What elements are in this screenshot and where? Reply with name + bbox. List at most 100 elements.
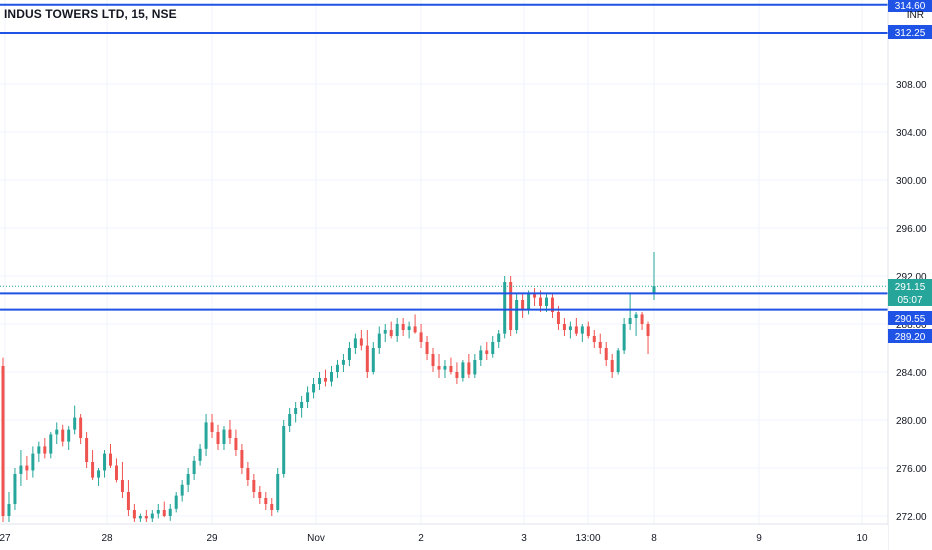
price-tick-label: 300.00 <box>896 176 927 187</box>
price-tick-label: 276.00 <box>896 464 927 475</box>
candle-body <box>503 282 507 334</box>
candle-body <box>103 453 107 471</box>
candle-body <box>604 348 608 360</box>
candle-body <box>568 326 572 330</box>
candle-body <box>580 326 584 334</box>
candle-body <box>610 360 614 372</box>
candle-body <box>204 422 208 449</box>
candle-body <box>544 297 548 306</box>
time-tick-label: 10 <box>856 533 868 544</box>
candle-body <box>144 516 148 519</box>
price-tick-label: 284.00 <box>896 368 927 379</box>
candle-body <box>401 324 405 330</box>
last-price-label: 291.15 <box>895 282 926 293</box>
candle-body <box>300 402 304 408</box>
candle-body <box>586 326 590 336</box>
candle-body <box>234 438 238 450</box>
candle-body <box>270 504 274 510</box>
time-tick-label: 2 <box>418 533 424 544</box>
candle-body <box>413 326 417 333</box>
candle-body <box>473 360 477 375</box>
candle-body <box>294 408 298 414</box>
candle-body <box>485 350 489 354</box>
candle-body <box>138 516 142 519</box>
candle-body <box>318 378 322 384</box>
candle-body <box>109 453 113 466</box>
price-axis-panel[interactable] <box>888 0 932 524</box>
candle-body <box>306 392 310 402</box>
candle-body <box>347 348 351 360</box>
candle-body <box>114 465 118 480</box>
candle-body <box>634 314 638 318</box>
chart-title: INDUS TOWERS LTD, 15, NSE <box>4 7 177 21</box>
candle-body <box>479 350 483 360</box>
candle-body <box>592 336 596 342</box>
candle-body <box>359 338 363 346</box>
hline-price-label-bg <box>888 25 932 39</box>
candle-body <box>97 470 101 478</box>
candle-body <box>1 366 5 516</box>
candle-body <box>174 495 178 509</box>
candle-body <box>150 513 154 519</box>
candle-body <box>377 333 381 348</box>
candle-body <box>521 300 525 310</box>
candle-body <box>216 432 220 444</box>
candle-body <box>467 362 471 375</box>
candle-body <box>598 342 602 348</box>
candle-body <box>264 498 268 504</box>
candle-body <box>371 348 375 372</box>
candle-body <box>186 474 190 485</box>
candle-body <box>341 360 345 365</box>
candle-body <box>449 366 453 372</box>
candle-body <box>240 450 244 468</box>
hline-price-label: 314.60 <box>895 1 926 12</box>
candle-body <box>25 465 29 471</box>
candle-body <box>312 384 316 393</box>
countdown-label-bg <box>888 292 932 306</box>
candle-body <box>276 474 280 510</box>
time-axis-panel[interactable] <box>0 524 888 550</box>
candle-body <box>533 294 537 298</box>
price-tick-label: 308.00 <box>896 80 927 91</box>
candle-body <box>43 446 47 454</box>
time-tick-label: 27 <box>0 533 11 544</box>
price-axis: 308.00 304.00 300.00 296.00 292.00 288.00 284.… <box>896 80 927 523</box>
time-tick-label: Nov <box>307 533 325 544</box>
candle-body <box>19 465 23 474</box>
candle-body <box>162 510 166 516</box>
horizontal-lines[interactable] <box>0 3 888 311</box>
candle-body <box>491 342 495 354</box>
candle-body <box>616 350 620 372</box>
candle-body <box>652 286 656 294</box>
candle-body <box>335 364 339 372</box>
price-labels: 314.60 312.25 291.15 05:07 290.55 289.20 <box>888 0 932 343</box>
candle-body <box>120 480 124 492</box>
chart-grid <box>0 0 888 524</box>
currency-label: INR <box>906 10 924 21</box>
candle-body <box>443 366 447 370</box>
time-tick-label: 13:00 <box>575 533 600 544</box>
candle-body <box>126 492 130 510</box>
candle-body <box>419 332 423 342</box>
candle-body <box>91 462 95 478</box>
hline-price-label: 289.20 <box>895 332 926 343</box>
hline-price-label: 290.55 <box>895 314 926 325</box>
candle-body <box>539 297 543 306</box>
time-tick-label: 28 <box>101 533 113 544</box>
candle-body <box>85 438 89 462</box>
hline-price-label-bg <box>888 329 932 343</box>
candle-body <box>407 326 411 330</box>
last-price-label-bg <box>888 279 932 293</box>
price-tick-label: 304.00 <box>896 128 927 139</box>
candle-body <box>282 426 286 474</box>
candlestick-series <box>0 252 888 522</box>
candle-body <box>198 448 202 461</box>
candle-body <box>324 378 328 382</box>
candle-body <box>168 508 172 516</box>
candle-body <box>455 372 459 378</box>
candle-body <box>73 417 77 430</box>
price-tick-label: 288.00 <box>896 320 927 331</box>
price-tick-label: 296.00 <box>896 224 927 235</box>
candle-body <box>180 484 184 496</box>
